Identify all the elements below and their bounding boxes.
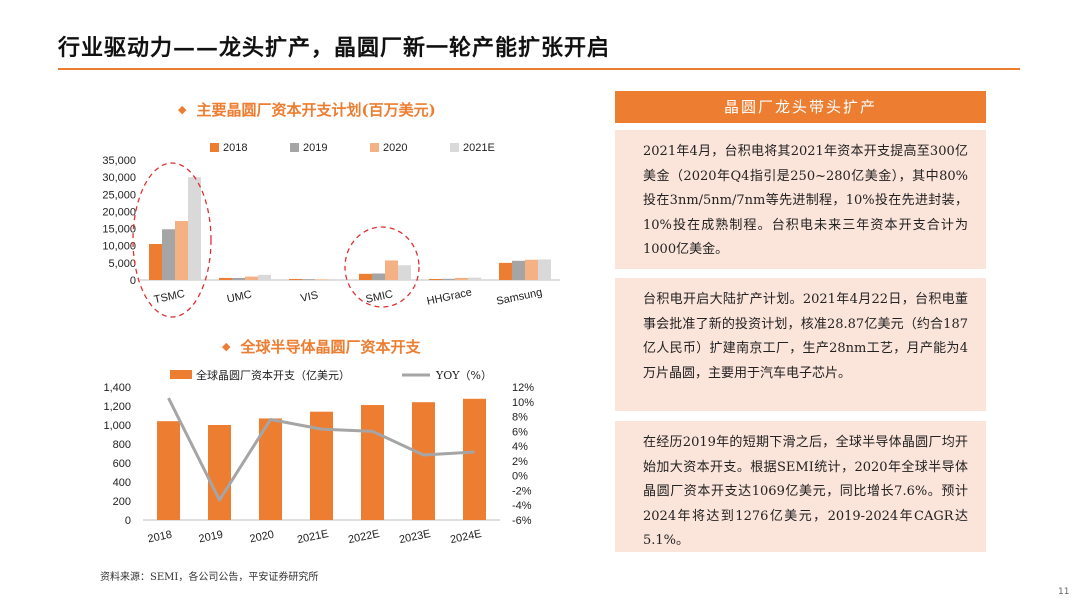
y-tick-label: 1,000	[103, 420, 131, 432]
y2-tick-label: 10%	[512, 397, 534, 409]
y-tick-label: 25,000	[102, 189, 136, 201]
bar-capex-2022e	[361, 405, 384, 520]
bar-vis-2019	[302, 279, 315, 280]
diamond-bullet-icon: ◆	[222, 340, 231, 353]
bar-capex-2024e	[463, 398, 486, 520]
x-tick-label: 2018	[147, 529, 173, 546]
y-tick-label: 5,000	[108, 258, 136, 270]
legend-swatch	[450, 143, 459, 152]
chart1-title-wrap: ◆ 主要晶圆厂资本开支计划(百万美元)	[178, 99, 436, 120]
bar-hhgrace-2019	[442, 278, 455, 280]
bar-tsmc-2019	[162, 229, 175, 280]
bar-smic-2019	[372, 273, 385, 280]
bar-umc-2019	[232, 277, 245, 280]
x-tick-label: TSMC	[153, 288, 186, 306]
bar-hhgrace-2021e	[468, 277, 481, 280]
legend-label: 全球晶圆厂资本开支（亿美元）	[196, 368, 350, 382]
x-tick-label: 2022E	[347, 528, 381, 546]
y-tick-label: 400	[113, 477, 131, 489]
bar-samsung-2021e	[538, 259, 551, 280]
capex-plan-chart: 2018 2019 2020 2021E 0 5,000 10,000 15,000 20,00…	[102, 142, 560, 318]
bar-capex-2018	[157, 421, 180, 520]
y-tick-label: 1,400	[103, 382, 131, 394]
y2-tick-label: -2%	[512, 485, 532, 497]
y-tick-label: 0	[130, 275, 136, 287]
y2-tick-label: 4%	[512, 441, 528, 453]
chart2-title-wrap: ◆ 全球半导体晶圆厂资本开支	[222, 336, 420, 357]
y-tick-label: 1,200	[103, 401, 131, 413]
bar-umc-2018	[219, 277, 232, 280]
y-tick-label: 600	[113, 458, 131, 470]
y-tick-label: 20,000	[102, 206, 136, 218]
y2-tick-label: 0%	[512, 471, 528, 483]
page-number: 11	[1058, 587, 1070, 597]
x-tick-label: 2023E	[398, 528, 432, 546]
chart2-title: 全球半导体晶圆厂资本开支	[240, 338, 421, 356]
x-tick-label: 2020	[249, 529, 275, 546]
x-tick-label: UMC	[226, 289, 253, 306]
bar-tsmc-2018	[149, 244, 162, 280]
bar-smic-2020	[385, 260, 398, 280]
bar-hhgrace-2018	[429, 278, 442, 280]
y-tick-label: 35,000	[102, 155, 136, 167]
bar-tsmc-2020	[175, 221, 188, 280]
highlight-ellipse-smic	[344, 226, 420, 308]
y2-tick-label: 8%	[512, 412, 528, 424]
y2-tick-label: 6%	[512, 426, 528, 438]
bar-smic-2018	[359, 273, 372, 280]
legend-label: 2019	[303, 142, 327, 154]
bar-umc-2020	[245, 276, 258, 280]
highlight-ellipse-tsmc	[132, 162, 212, 318]
bar-umc-2021e	[258, 274, 271, 280]
y2-tick-label: -6%	[512, 515, 532, 527]
info-panel-1: 2021年4月，台积电将其2021年资本开支提高至300亿美金（2020年Q4指…	[615, 130, 986, 269]
global-fab-capex-chart: 全球晶圆厂资本开支（亿美元） YOY（%） 0 200 400 600 800 1,000 1,…	[103, 368, 534, 546]
bar-vis-2020	[315, 279, 328, 280]
legend-label: 2018	[223, 142, 247, 154]
bar-hhgrace-2020	[455, 277, 468, 280]
legend-swatch	[170, 370, 192, 379]
legend-label: 2021E	[463, 142, 495, 154]
page-title: 行业驱动力——龙头扩产，晶圆厂新一轮产能扩张开启	[58, 35, 611, 61]
source-note: 资料来源：SEMI，各公司公告，平安证券研究所	[100, 572, 319, 583]
x-tick-label: 2021E	[296, 528, 330, 546]
bar-samsung-2020	[525, 259, 538, 280]
y2-tick-label: 12%	[512, 382, 534, 394]
bar-smic-2021e	[398, 265, 411, 280]
y-tick-label: 30,000	[102, 172, 136, 184]
y-tick-label: 0	[125, 515, 131, 527]
x-tick-label: VIS	[299, 289, 319, 304]
bar-samsung-2018	[499, 262, 512, 280]
bar-tsmc-2021e	[188, 177, 201, 280]
y-tick-label: 800	[113, 439, 131, 451]
y-tick-label: 200	[113, 496, 131, 508]
legend-swatch	[370, 143, 379, 152]
panel-header: 晶圆厂龙头带头扩产	[615, 91, 986, 123]
y2-tick-label: 2%	[512, 456, 528, 468]
title-divider	[58, 68, 1020, 70]
x-tick-label: SMIC	[365, 288, 394, 305]
x-tick-label: 2024E	[449, 528, 483, 546]
bar-capex-2020	[259, 418, 282, 520]
info-panel-2: 台积电开启大陆扩产计划。2021年4月22日，台积电董事会批准了新的投资计划，核…	[615, 278, 986, 411]
y-tick-label: 15,000	[102, 224, 136, 236]
bar-capex-2023e	[412, 402, 435, 520]
x-tick-label: 2019	[198, 529, 224, 546]
bar-capex-2021e	[310, 411, 333, 520]
bar-vis-2018	[289, 278, 302, 280]
diamond-bullet-icon: ◆	[178, 103, 187, 116]
bar-samsung-2019	[512, 260, 525, 280]
bar-vis-2021e	[328, 279, 341, 280]
legend-label: YOY（%）	[435, 369, 492, 382]
legend-label: 2020	[383, 142, 407, 154]
y2-tick-label: -4%	[512, 500, 532, 512]
x-tick-label: Samsung	[495, 286, 543, 307]
y-tick-label: 10,000	[102, 241, 136, 253]
info-panel-3: 在经历2019年的短期下滑之后，全球半导体晶圆厂均开始加大资本开支。根据SEMI…	[615, 421, 986, 552]
legend-swatch	[290, 143, 299, 152]
chart1-title: 主要晶圆厂资本开支计划(百万美元)	[196, 101, 436, 119]
legend-swatch	[210, 143, 219, 152]
x-tick-label: HHGrace	[426, 286, 473, 307]
bar-capex-2019	[208, 425, 231, 520]
